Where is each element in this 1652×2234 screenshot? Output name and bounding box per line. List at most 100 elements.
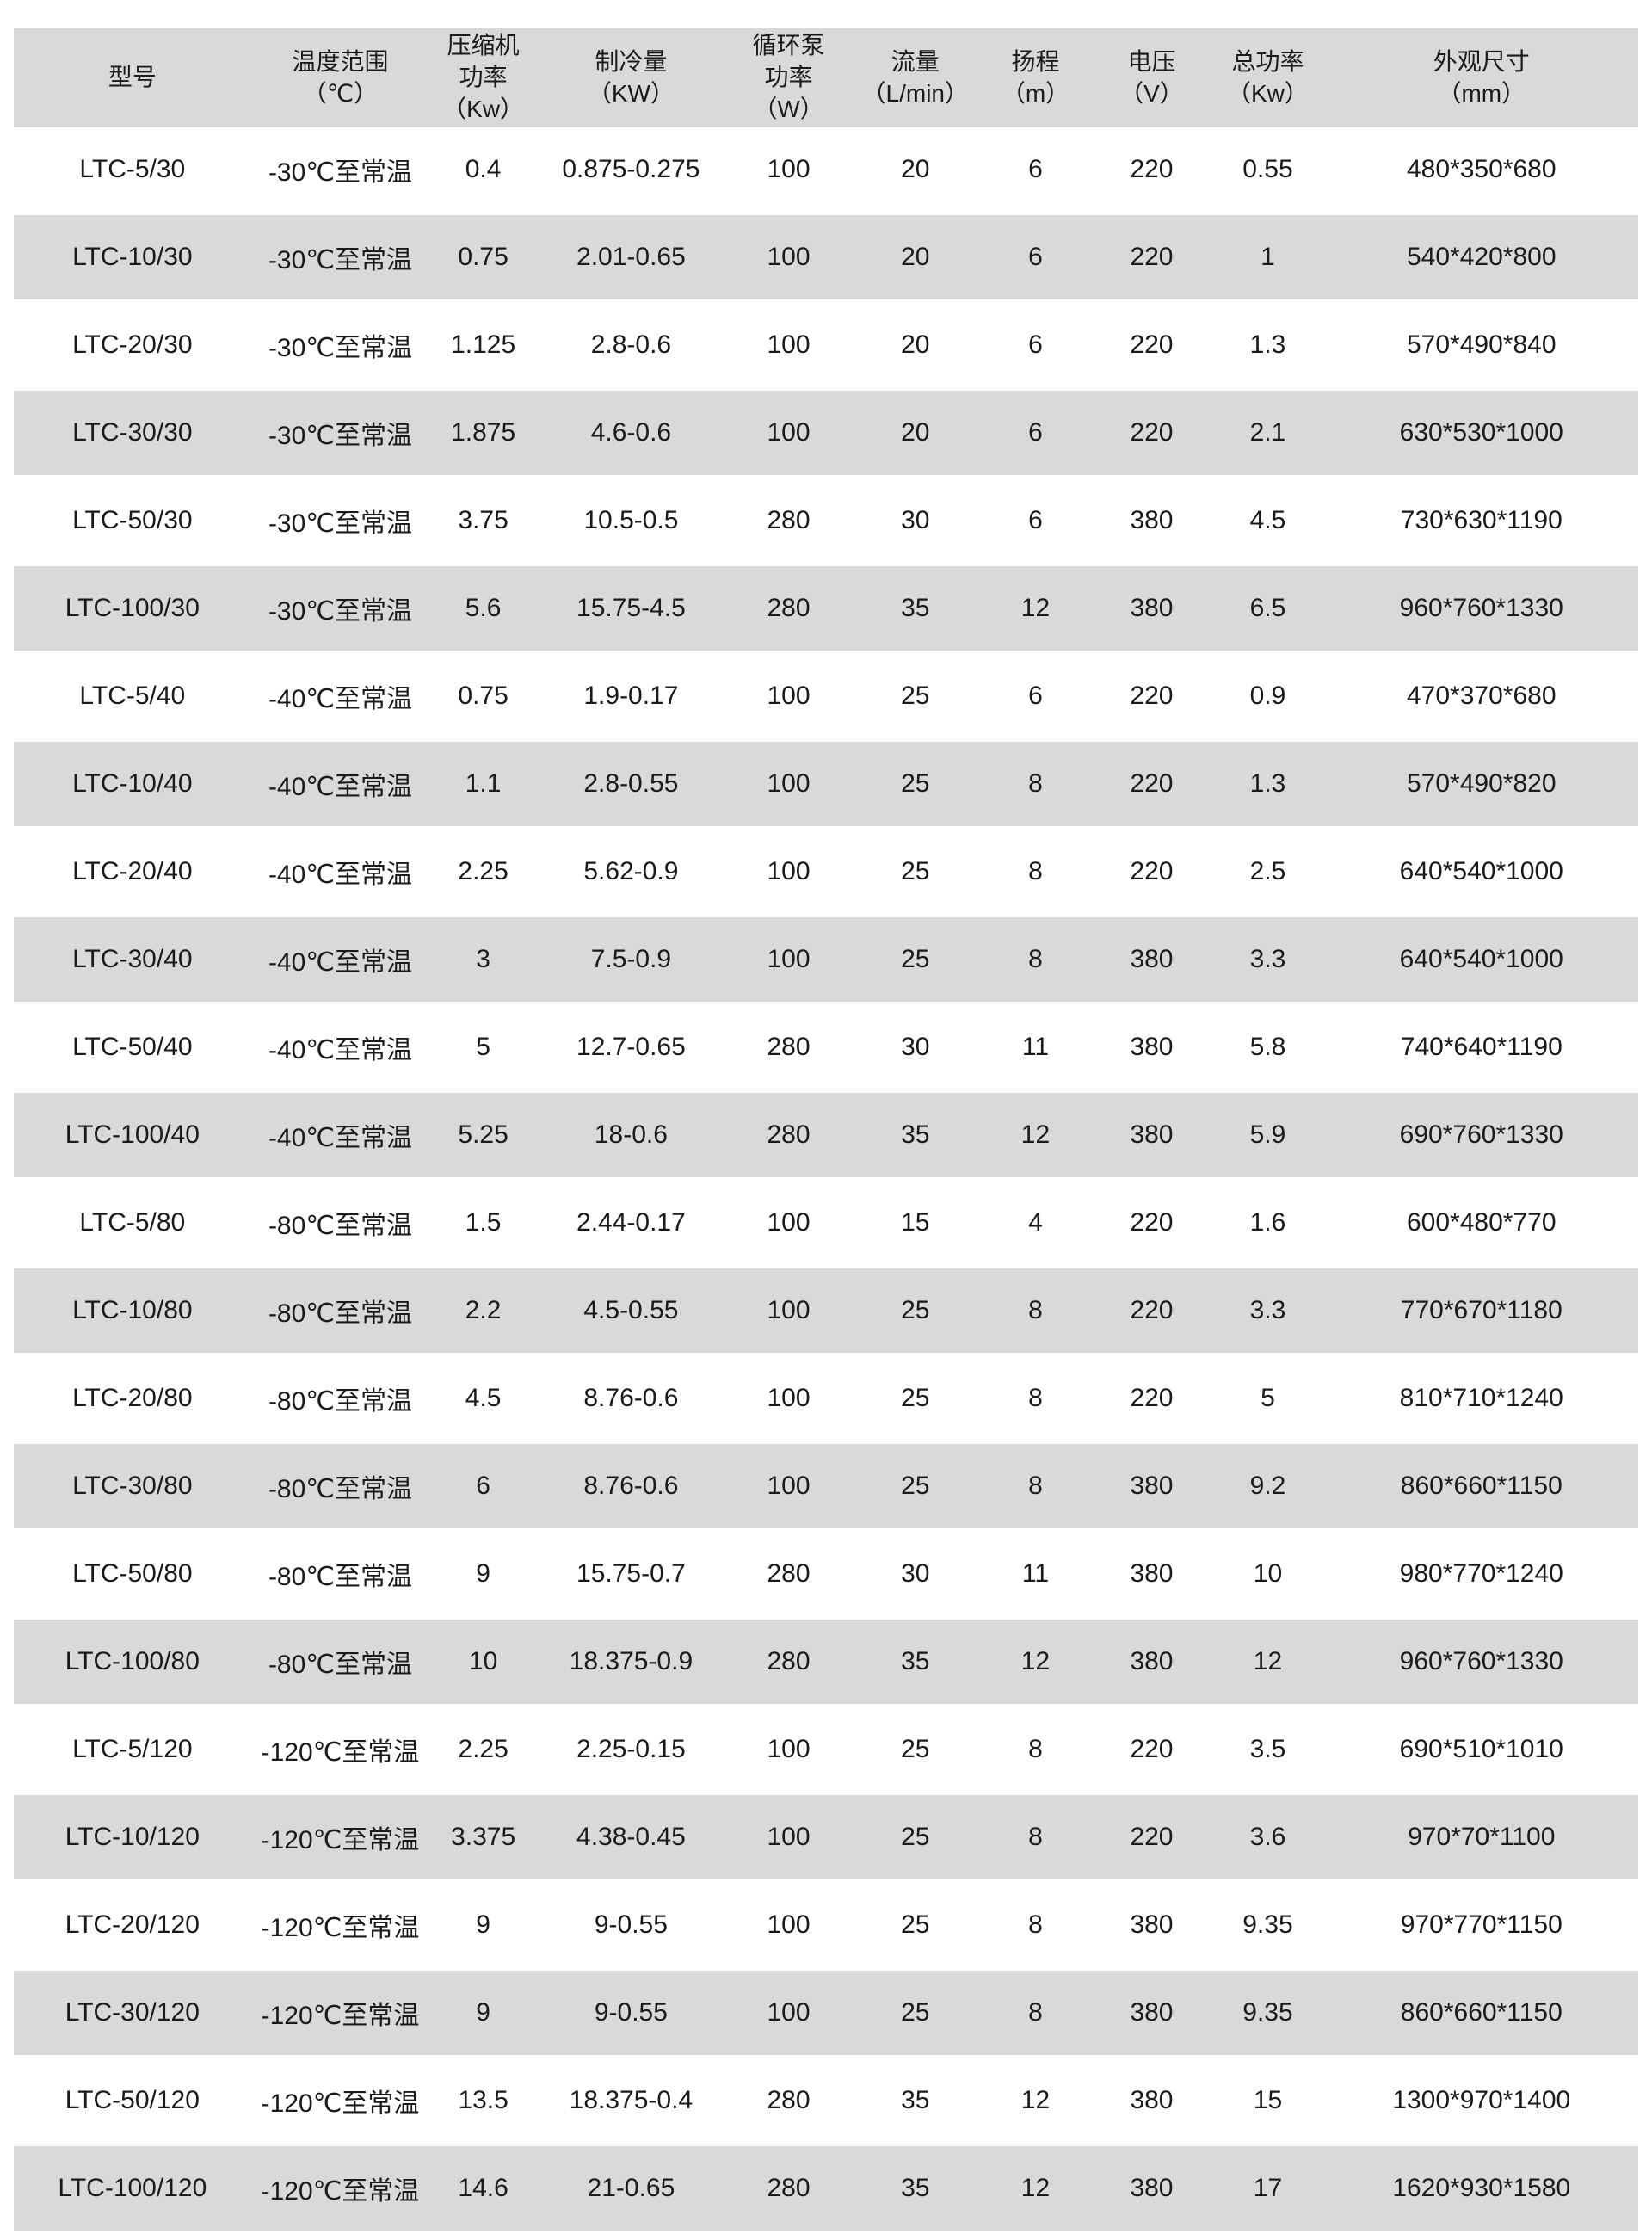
cell-head: 6 — [978, 301, 1093, 389]
cell-voltage: 380 — [1092, 1530, 1211, 1618]
cell-flow: 20 — [852, 127, 979, 213]
cell-flow: 25 — [852, 914, 979, 1005]
cell-total_power: 1 — [1211, 212, 1325, 303]
cell-voltage: 380 — [1092, 1616, 1211, 1707]
cell-voltage: 220 — [1092, 1355, 1211, 1442]
cell-pump_power: 100 — [724, 1265, 853, 1356]
cell-flow: 35 — [852, 2057, 979, 2145]
table-row: LTC-30/80 -80℃至常温 6 8.76-0.6 100 25 8 380 9.2 860… — [14, 1441, 1638, 1532]
cell-model: LTC-5/40 — [14, 652, 251, 740]
cell-temp_range: -30℃至常温 — [250, 387, 430, 478]
cell-model: LTC-20/80 — [14, 1355, 251, 1442]
cell-flow: 35 — [852, 1089, 979, 1181]
cell-flow: 35 — [852, 563, 979, 654]
cell-dimensions: 970*70*1100 — [1324, 1792, 1638, 1883]
cell-temp_range: -80℃至常温 — [250, 1265, 430, 1356]
cell-voltage: 380 — [1092, 1441, 1211, 1532]
cell-flow: 25 — [852, 652, 979, 740]
column-header-head: 扬程 （m） — [978, 28, 1093, 127]
cell-pump_power: 100 — [724, 1355, 853, 1442]
cell-flow: 25 — [852, 1792, 979, 1883]
table-header: 型号 温度范围 （℃） 压缩机 功率 （Kw） 制冷量 （KW） 循环泵 功率 （W）流… — [14, 28, 1638, 127]
cell-compressor_power: 2.25 — [429, 828, 537, 916]
column-header-flow: 流量 （L/min） — [852, 28, 979, 127]
cell-head: 12 — [978, 1616, 1093, 1707]
cell-compressor_power: 4.5 — [429, 1355, 537, 1442]
cell-dimensions: 570*490*840 — [1324, 301, 1638, 389]
cell-pump_power: 100 — [724, 1179, 853, 1267]
cell-model: LTC-100/80 — [14, 1616, 251, 1707]
cell-temp_range: -30℃至常温 — [250, 127, 430, 213]
cell-total_power: 9.2 — [1211, 1441, 1325, 1532]
cell-pump_power: 280 — [724, 1003, 853, 1091]
cell-compressor_power: 9 — [429, 1967, 537, 2058]
column-header-dimensions: 外观尺寸 （mm） — [1324, 28, 1638, 127]
cell-cooling_capacity: 2.8-0.55 — [536, 738, 725, 830]
cell-compressor_power: 1.5 — [429, 1179, 537, 1267]
cell-dimensions: 540*420*800 — [1324, 212, 1638, 303]
cell-model: LTC-50/120 — [14, 2057, 251, 2145]
cell-dimensions: 860*660*1150 — [1324, 1967, 1638, 2058]
cell-total_power: 2.1 — [1211, 387, 1325, 478]
cell-temp_range: -30℃至常温 — [250, 212, 430, 303]
cell-dimensions: 690*760*1330 — [1324, 1089, 1638, 1181]
table-row: LTC-20/30 -30℃至常温 1.125 2.8-0.6 100 20 6 220 1.3… — [14, 301, 1638, 389]
cell-compressor_power: 5.25 — [429, 1089, 537, 1181]
cell-compressor_power: 1.875 — [429, 387, 537, 478]
cell-temp_range: -30℃至常温 — [250, 301, 430, 389]
cell-head: 6 — [978, 477, 1093, 565]
cell-model: LTC-10/30 — [14, 212, 251, 303]
cell-pump_power: 280 — [724, 1089, 853, 1181]
cell-cooling_capacity: 9-0.55 — [536, 1967, 725, 2058]
cell-dimensions: 570*490*820 — [1324, 738, 1638, 830]
cell-voltage: 380 — [1092, 2057, 1211, 2145]
cell-pump_power: 100 — [724, 387, 853, 478]
cell-voltage: 220 — [1092, 1265, 1211, 1356]
cell-voltage: 380 — [1092, 563, 1211, 654]
cell-cooling_capacity: 15.75-0.7 — [536, 1530, 725, 1618]
cell-flow: 25 — [852, 1881, 979, 1969]
table-row: LTC-10/40 -40℃至常温 1.1 2.8-0.55 100 25 8 220 1.3 5… — [14, 738, 1638, 830]
cell-head: 11 — [978, 1530, 1093, 1618]
cell-total_power: 4.5 — [1211, 477, 1325, 565]
cell-compressor_power: 3 — [429, 914, 537, 1005]
cell-model: LTC-50/40 — [14, 1003, 251, 1091]
cell-temp_range: -80℃至常温 — [250, 1616, 430, 1707]
cell-dimensions: 640*540*1000 — [1324, 914, 1638, 1005]
cell-total_power: 2.5 — [1211, 828, 1325, 916]
column-header-cooling_capacity: 制冷量 （KW） — [536, 28, 725, 127]
cell-flow: 25 — [852, 1355, 979, 1442]
cell-temp_range: -80℃至常温 — [250, 1441, 430, 1532]
cell-pump_power: 100 — [724, 301, 853, 389]
spec-sheet: 型号 温度范围 （℃） 压缩机 功率 （Kw） 制冷量 （KW） 循环泵 功率 （W）流… — [14, 28, 1638, 2234]
cell-compressor_power: 9 — [429, 1530, 537, 1618]
cell-flow: 35 — [852, 1616, 979, 1707]
cell-voltage: 220 — [1092, 828, 1211, 916]
cell-total_power: 5.8 — [1211, 1003, 1325, 1091]
table-row: LTC-30/120 -120℃至常温 9 9-0.55 100 25 8 380 9.35 86… — [14, 1967, 1638, 2058]
cell-total_power: 3.3 — [1211, 914, 1325, 1005]
cell-head: 8 — [978, 1265, 1093, 1356]
cell-temp_range: -80℃至常温 — [250, 1179, 430, 1267]
column-header-model: 型号 — [14, 28, 251, 127]
cell-dimensions: 480*350*680 — [1324, 127, 1638, 213]
cell-flow: 20 — [852, 387, 979, 478]
cell-pump_power: 100 — [724, 914, 853, 1005]
cell-dimensions: 730*630*1190 — [1324, 477, 1638, 565]
cell-temp_range: -30℃至常温 — [250, 563, 430, 654]
cell-model: LTC-5/80 — [14, 1179, 251, 1267]
cell-cooling_capacity: 0.875-0.275 — [536, 127, 725, 213]
cell-flow: 35 — [852, 2143, 979, 2234]
cell-total_power: 6.5 — [1211, 563, 1325, 654]
cell-cooling_capacity: 5.62-0.9 — [536, 828, 725, 916]
table-row: LTC-5/40 -40℃至常温 0.75 1.9-0.17 100 25 6 220 0.9 4… — [14, 652, 1638, 740]
cell-voltage: 380 — [1092, 914, 1211, 1005]
cell-cooling_capacity: 7.5-0.9 — [536, 914, 725, 1005]
table-row: LTC-50/40 -40℃至常温 5 12.7-0.65 280 30 11 380 5.8 7… — [14, 1003, 1638, 1091]
cell-model: LTC-30/30 — [14, 387, 251, 478]
table-row: LTC-5/120 -120℃至常温 2.25 2.25-0.15 100 25 8 220 3… — [14, 1706, 1638, 1793]
cell-model: LTC-5/120 — [14, 1706, 251, 1793]
cell-compressor_power: 2.2 — [429, 1265, 537, 1356]
cell-head: 6 — [978, 387, 1093, 478]
cell-voltage: 220 — [1092, 212, 1211, 303]
